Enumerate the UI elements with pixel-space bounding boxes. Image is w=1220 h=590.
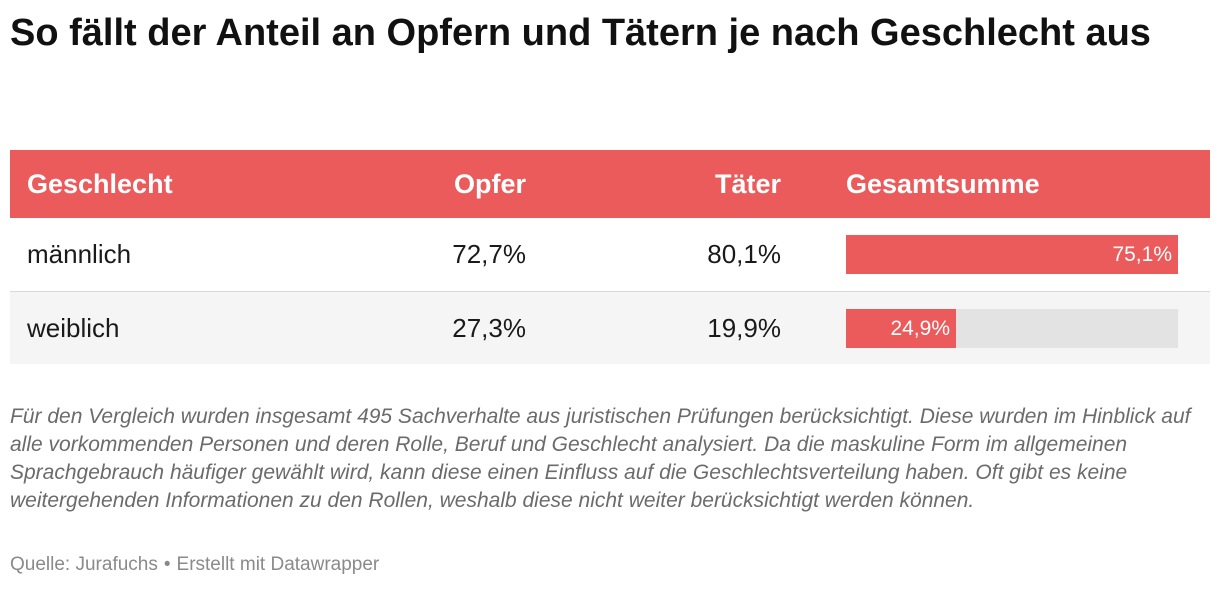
- gender-cell: weiblich: [27, 312, 120, 343]
- source-text: Quelle: Jurafuchs: [10, 554, 158, 575]
- column-header-total[interactable]: Gesamtsumme: [846, 168, 1040, 199]
- victims-cell: 27,3%: [452, 312, 526, 343]
- data-table: Geschlecht Opfer Täter Gesamtsumme männl…: [10, 150, 1210, 364]
- gender-cell: männlich: [27, 239, 132, 269]
- chart-title: So fällt der Anteil an Opfern und Tätern…: [10, 12, 1151, 54]
- total-bar-label: 24,9%: [890, 316, 950, 340]
- column-header-offenders[interactable]: Täter: [714, 168, 781, 199]
- total-bar-track: 75,1%: [846, 235, 1178, 274]
- table-header-row: Geschlecht Opfer Täter Gesamtsumme: [10, 150, 1210, 218]
- table-row: weiblich 27,3% 19,9% 24,9%: [10, 292, 1210, 364]
- column-header-victims[interactable]: Opfer: [453, 168, 526, 199]
- source-line: Quelle: Jurafuchs • Erstellt mit Datawrapp…: [10, 554, 379, 576]
- total-bar-label: 75,1%: [1112, 242, 1172, 266]
- total-bar-track: 24,9%: [846, 309, 1178, 348]
- offenders-cell: 80,1%: [707, 239, 781, 269]
- total-bar: 75,1%: [846, 235, 1178, 274]
- victims-cell: 72,7%: [452, 239, 526, 269]
- total-bar: 24,9%: [846, 309, 956, 348]
- offenders-cell: 19,9%: [707, 312, 781, 343]
- chart-note: Für den Vergleich wurden insgesamt 495 S…: [10, 405, 1191, 512]
- source-separator: •: [163, 554, 171, 575]
- table-row: männlich 72,7% 80,1% 75,1%: [10, 218, 1210, 292]
- column-header-gender[interactable]: Geschlecht: [27, 168, 173, 199]
- credit-text: Erstellt mit Datawrapper: [176, 554, 380, 575]
